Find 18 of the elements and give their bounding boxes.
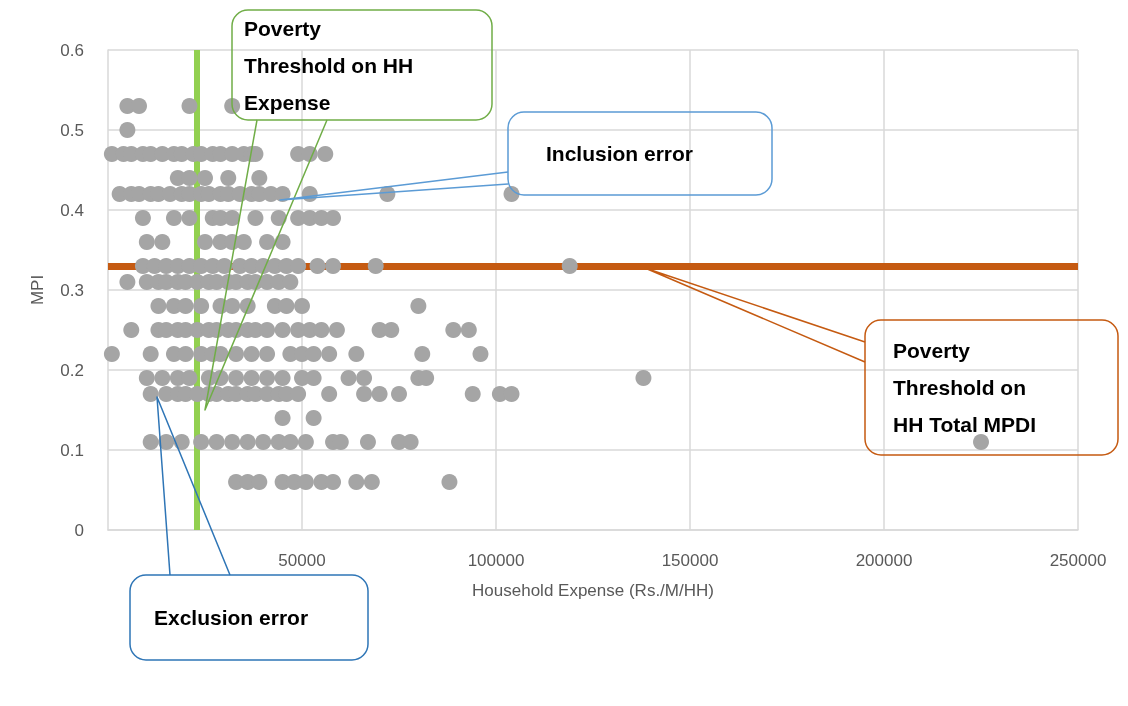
annotation: Inclusion error <box>546 141 694 167</box>
x-axis-title: Household Expense (Rs./M/HH) <box>472 581 714 600</box>
text: Exclusion error <box>154 605 309 631</box>
y-tick-label: 0 <box>74 520 84 540</box>
y-tick-label: 0.5 <box>60 120 84 140</box>
x-tick-label: 250000 <box>1049 551 1107 570</box>
x-tick-label: 100000 <box>467 551 525 570</box>
annotation: Poverty Threshold on HH Expense <box>244 15 415 116</box>
x-tick-label: 200000 <box>855 551 913 570</box>
y-tick-label: 0.2 <box>60 360 84 380</box>
y-tick-label: 0.1 <box>60 440 84 460</box>
annotation: Poverty Threshold on HH Total MPDI <box>893 338 1038 438</box>
x-tick-label: 50000 <box>278 551 326 570</box>
y-tick-label: 0.4 <box>60 200 84 220</box>
x-tick-label: 150000 <box>661 551 719 570</box>
y-tick-label: 0.3 <box>60 280 84 300</box>
y-tick-label: 0.6 <box>60 40 84 60</box>
y-axis-title: MPI <box>28 274 47 306</box>
